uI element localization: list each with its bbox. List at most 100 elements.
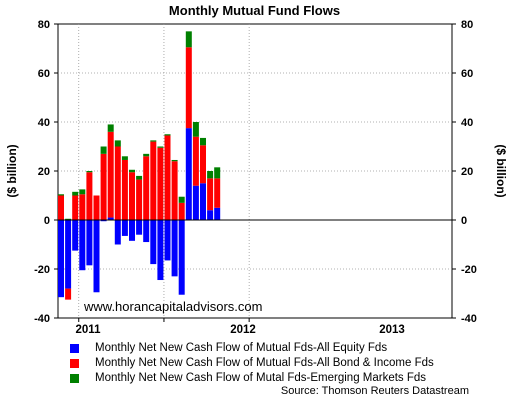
bar-equity	[93, 220, 100, 293]
year-label: 2011	[76, 324, 102, 336]
bar-emerging	[164, 134, 171, 136]
bar-emerging	[107, 124, 114, 132]
bar-equity	[185, 128, 192, 220]
bar-equity	[79, 220, 86, 271]
bar-bond	[207, 178, 214, 211]
bar-equity	[58, 220, 64, 298]
bar-bond	[121, 159, 128, 220]
bar-equity	[157, 220, 164, 281]
bar-bond	[192, 136, 199, 186]
y-axis-label-right: ($ billion)	[494, 144, 508, 197]
bar-emerging	[143, 153, 150, 157]
bar-bond	[200, 145, 206, 184]
bar-bond	[129, 172, 135, 220]
year-label: 2012	[230, 324, 256, 336]
bar-emerging	[79, 189, 86, 195]
chart-title: Monthly Mutual Fund Flows	[168, 3, 341, 18]
bar-equity	[207, 210, 214, 220]
bar-emerging	[72, 191, 79, 196]
bar-bond	[86, 172, 93, 220]
bar-equity	[214, 207, 221, 220]
bar-bond	[171, 161, 178, 220]
tick-label-right: 20	[461, 166, 473, 178]
legend-label-emerging: Monthly Net New Cash Flow of Mutal Fds-E…	[95, 372, 427, 384]
legend-swatch-equity	[70, 344, 79, 353]
bar-equity	[200, 183, 206, 220]
bar-emerging	[129, 169, 135, 173]
tick-label-right: 80	[461, 19, 473, 31]
legend-item-bond: Monthly Net New Cash Flow of Mutual Fds-…	[70, 356, 434, 371]
bar-bond	[65, 288, 72, 300]
bar-bond	[107, 131, 114, 218]
tick-label-left: -20	[34, 264, 50, 276]
bar-equity	[171, 220, 178, 277]
legend-item-emerging: Monthly Net New Cash Flow of Mutal Fds-E…	[70, 371, 434, 386]
tick-label-right: -40	[461, 313, 477, 325]
bar-equity	[164, 220, 171, 261]
bar-equity	[72, 220, 79, 251]
tick-label-left: 60	[38, 68, 50, 80]
bar-bond	[214, 178, 221, 208]
legend-swatch-bond	[70, 359, 79, 368]
bar-emerging	[136, 175, 143, 180]
bar-bond	[93, 195, 100, 220]
bar-equity	[150, 220, 157, 265]
bar-bond	[143, 156, 150, 220]
legend-swatch-emerging	[70, 374, 79, 383]
bar-emerging	[192, 122, 199, 137]
year-label: 2013	[379, 324, 405, 336]
bar-emerging	[178, 196, 185, 203]
bar-emerging	[171, 159, 178, 162]
bar-bond	[164, 135, 171, 220]
bar-bond	[79, 194, 86, 220]
bar-equity	[143, 220, 150, 243]
tick-label-left: -40	[34, 313, 50, 325]
bar-bond	[185, 47, 192, 129]
bar-emerging	[207, 171, 214, 179]
tick-label-right: 60	[461, 68, 473, 80]
legend-item-equity: Monthly Net New Cash Flow of Mutual Fds-…	[70, 341, 434, 356]
bar-equity	[100, 220, 107, 222]
bar-bond	[58, 195, 64, 220]
bar-emerging	[86, 171, 93, 173]
bar-bond	[72, 195, 79, 220]
legend-label-bond: Monthly Net New Cash Flow of Mutual Fds-…	[95, 357, 434, 369]
bar-emerging	[214, 167, 221, 179]
bar-emerging	[150, 140, 157, 142]
bar-emerging	[114, 140, 121, 147]
bar-equity	[121, 220, 128, 236]
bar-bond	[150, 141, 157, 220]
bar-emerging	[157, 146, 164, 148]
watermark: www.horancapitaladvisors.com	[83, 299, 262, 314]
bar-bond	[100, 153, 107, 220]
bar-emerging	[185, 31, 192, 48]
bar-bond	[157, 147, 164, 220]
bar-bond	[178, 202, 185, 220]
bar-emerging	[65, 218, 72, 220]
bar-equity	[136, 220, 143, 235]
tick-label-right: -20	[461, 264, 477, 276]
bar-equity	[178, 220, 185, 295]
bar-bond	[114, 146, 121, 220]
tick-label-right: 0	[461, 215, 467, 227]
y-axis-label-left: ($ billion)	[5, 144, 19, 197]
bar-equity	[65, 220, 72, 289]
tick-label-right: 40	[461, 117, 473, 129]
tick-label-left: 0	[44, 215, 50, 227]
bar-equity	[114, 220, 121, 245]
bar-equity	[107, 217, 114, 220]
tick-label-left: 80	[38, 19, 50, 31]
tick-label-left: 20	[38, 166, 50, 178]
bar-emerging	[58, 194, 64, 196]
bar-emerging	[200, 137, 206, 146]
bar-emerging	[121, 156, 128, 160]
bar-equity	[129, 220, 135, 241]
legend-label-equity: Monthly Net New Cash Flow of Mutual Fds-…	[95, 342, 388, 354]
bar-emerging	[100, 146, 107, 154]
source-note: Source: Thomson Reuters Datastream	[280, 385, 469, 397]
bar-equity	[86, 220, 93, 266]
bar-bond	[136, 179, 143, 220]
tick-label-left: 40	[38, 117, 50, 129]
bar-equity	[192, 185, 199, 220]
